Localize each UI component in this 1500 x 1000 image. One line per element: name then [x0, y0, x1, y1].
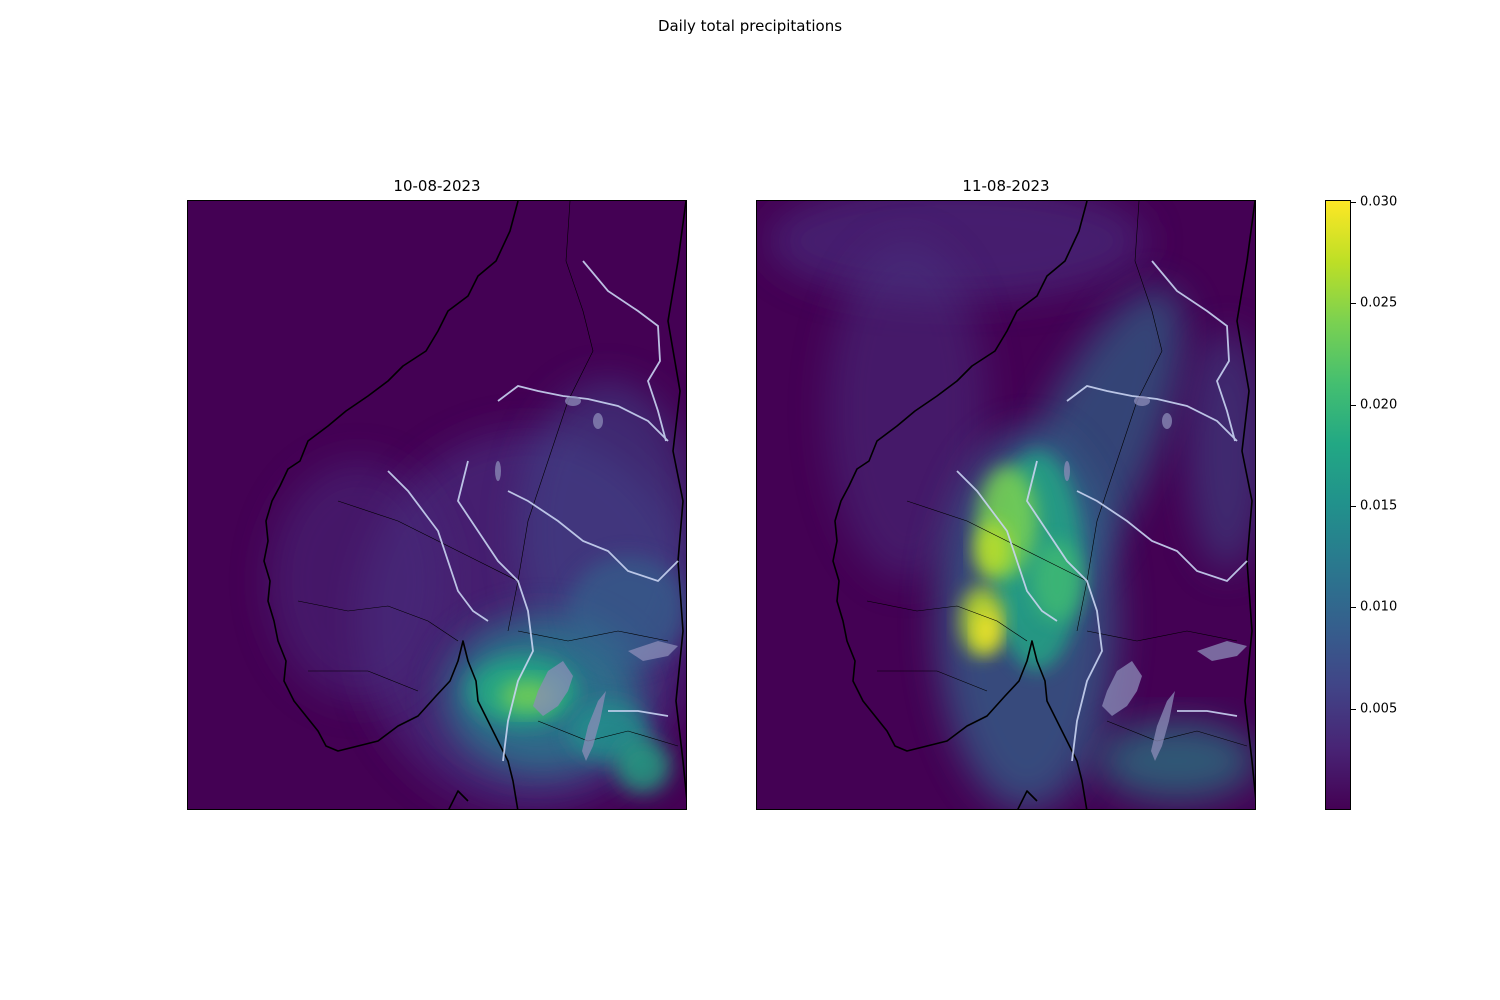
- colorbar-tick-mark: [1351, 303, 1356, 304]
- precipitation-map-left: [187, 200, 687, 810]
- colorbar-tick-mark: [1351, 709, 1356, 710]
- colorbar-tick-label: 0.020: [1360, 397, 1398, 413]
- precip-field-right: [767, 201, 1255, 809]
- colorbar-tick-mark: [1351, 405, 1356, 406]
- colorbar: [1325, 200, 1351, 810]
- coastline-right: [832, 201, 1255, 809]
- precip-field-left: [268, 381, 686, 809]
- colorbar-tick-mark: [1351, 202, 1356, 203]
- panel-title-left: 10-08-2023: [393, 177, 481, 195]
- colorbar-tick-label: 0.010: [1360, 599, 1398, 615]
- precipitation-map-right: [756, 200, 1256, 810]
- coastline-left: [263, 201, 686, 809]
- colorbar-tick-label: 0.005: [1360, 701, 1398, 717]
- colorbar-tick-mark: [1351, 506, 1356, 507]
- colorbar-tick-label: 0.015: [1360, 498, 1398, 514]
- colorbar-tick-mark: [1351, 607, 1356, 608]
- rivers-left: [387, 260, 679, 762]
- figure-title: Daily total precipitations: [657, 17, 843, 35]
- colorbar-tick-label: 0.030: [1360, 194, 1398, 210]
- panel-title-right: 11-08-2023: [962, 177, 1050, 195]
- borders-right: [866, 201, 1248, 747]
- lakes-left: [495, 396, 678, 761]
- colorbar-tick-label: 0.025: [1360, 295, 1398, 311]
- lakes-right: [1064, 396, 1247, 761]
